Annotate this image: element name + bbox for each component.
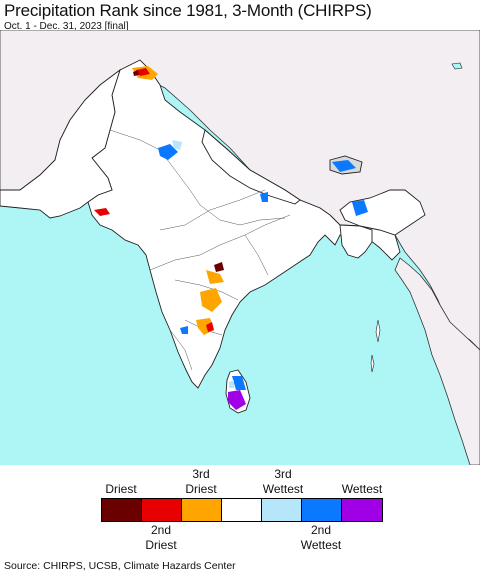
patch-bhutan-wet (332, 160, 356, 172)
patch-north-wet-2 (172, 140, 182, 150)
legend-label-3rd-wettest: 3rd Wettest (262, 467, 304, 496)
legend-box-wettest (342, 499, 382, 521)
patch-srilanka-wet (232, 376, 246, 390)
legend: Driest 3rd Driest 3rd Wettest Wettest 2n… (0, 467, 480, 558)
patch-srilanka-wettest (228, 390, 246, 410)
patch-south-red (206, 322, 214, 332)
legend-label-2nd-wettest: 2nd Wettest (300, 523, 342, 552)
rank-patches (94, 66, 368, 410)
outside-land-southeast (394, 257, 480, 465)
legend-box-2nd-wettest (302, 499, 342, 521)
patch-north-wet (158, 144, 178, 160)
legend-label-driest: Driest (105, 482, 137, 496)
map-title: Precipitation Rank since 1981, 3-Month (… (4, 1, 372, 20)
patch-kashmir-driest (133, 70, 139, 76)
nepal-land (201, 129, 301, 205)
legend-box-3rd-driest (182, 499, 222, 521)
legend-box-2nd-driest (142, 499, 182, 521)
legend-color-bar (101, 498, 383, 522)
patch-central-driest (214, 262, 224, 272)
patch-gujarat-dry (94, 208, 110, 216)
map-subtitle: Oct. 1 - Dec. 31, 2023 [final] (4, 21, 129, 32)
pakistan-land (0, 68, 121, 219)
patch-srilanka-light (229, 380, 234, 388)
bangladesh-land (339, 224, 373, 259)
patch-east-wet (260, 192, 268, 202)
patch-bengal-wet (352, 200, 368, 216)
state-boundaries (109, 129, 291, 371)
patch-central-dry (206, 270, 224, 284)
legend-box-normal (222, 499, 262, 521)
patch-south-dry-1 (200, 288, 222, 312)
legend-box-driest (102, 499, 142, 521)
legend-label-3rd-driest: 3rd Driest (185, 467, 217, 496)
precipitation-map (0, 30, 480, 465)
islands (370, 62, 463, 373)
legend-label-2nd-driest: 2nd Driest (145, 523, 177, 552)
source-credit: Source: CHIRPS, UCSB, Climate Hazards Ce… (4, 560, 236, 572)
patch-south-wet (180, 326, 188, 334)
legend-label-wettest: Wettest (341, 482, 383, 496)
legend-box-3rd-wettest (262, 499, 302, 521)
patch-north-very-dry (136, 68, 150, 76)
